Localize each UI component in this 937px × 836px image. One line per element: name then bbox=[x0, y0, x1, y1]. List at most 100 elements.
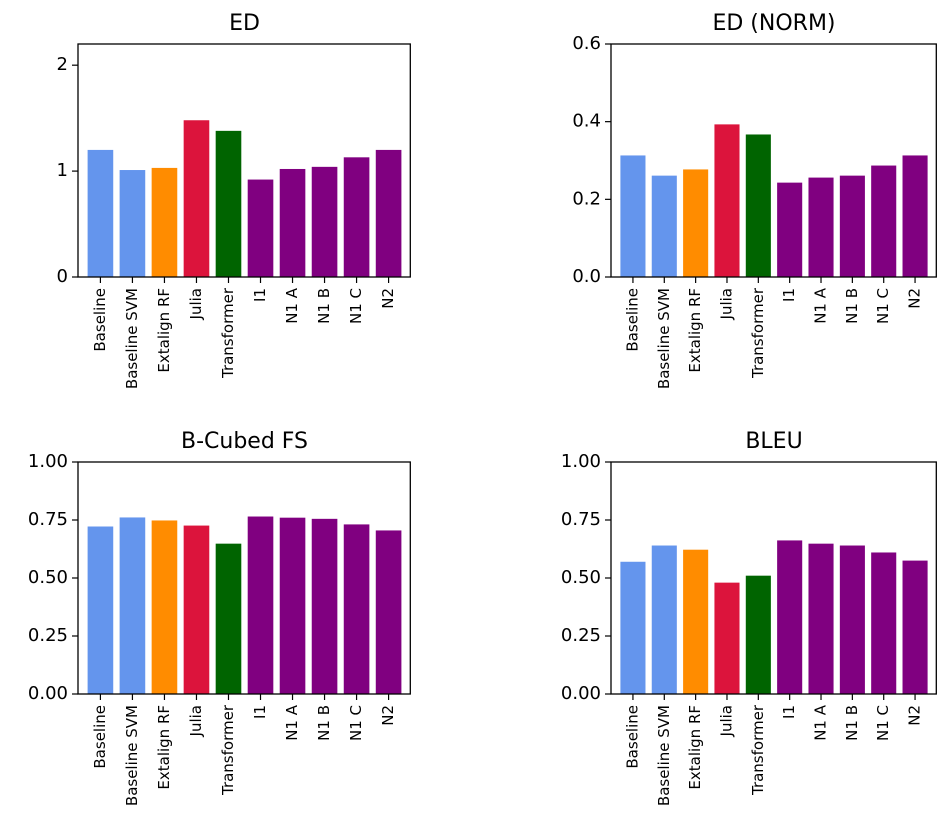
bar-i1 bbox=[777, 182, 803, 277]
x-tick-label: Baseline SVM bbox=[655, 705, 673, 806]
bar-transformer bbox=[745, 134, 771, 277]
x-tick-label: Transformer bbox=[749, 704, 767, 796]
bar-n1-c bbox=[343, 157, 370, 277]
bar-n1-a bbox=[808, 177, 834, 277]
x-tick-label: Baseline bbox=[623, 288, 641, 352]
bar-n1-c bbox=[343, 524, 370, 694]
y-tick-label: 0.4 bbox=[572, 111, 601, 132]
y-tick-label: 0.00 bbox=[561, 683, 601, 704]
bar-baseline bbox=[620, 561, 646, 694]
bar-n1-a bbox=[808, 543, 834, 694]
bar-baseline bbox=[87, 526, 114, 694]
x-tick-label: N1 A bbox=[283, 704, 301, 741]
bar-n1-b bbox=[311, 166, 338, 277]
x-tick-label: Transformer bbox=[219, 287, 237, 379]
bar-n1-c bbox=[871, 552, 897, 694]
axes-frame bbox=[610, 461, 937, 695]
x-tick-label: N1 C bbox=[874, 705, 892, 741]
x-tick-label: Baseline bbox=[91, 705, 109, 769]
bar-i1 bbox=[247, 516, 274, 694]
x-tick-label: I1 bbox=[780, 288, 798, 302]
y-tick-label: 0.0 bbox=[572, 266, 601, 287]
chart-panel-bleu: BLEU Baseline Baseline SVM Extalign RF Julia… bbox=[561, 429, 937, 806]
y-tick-label: 2 bbox=[57, 54, 68, 75]
x-tick-label: N1 B bbox=[315, 288, 333, 324]
bar-transformer bbox=[745, 575, 771, 694]
bar-transformer bbox=[215, 130, 242, 277]
x-tick-label: Julia bbox=[187, 288, 205, 320]
x-tick-label: Baseline SVM bbox=[123, 705, 141, 806]
x-tick-label: N1 C bbox=[347, 288, 365, 324]
x-tick-label: Baseline bbox=[623, 705, 641, 769]
x-tick-label: Transformer bbox=[219, 704, 237, 796]
y-tick-label: 0.2 bbox=[572, 188, 601, 209]
y-tick-label: 0 bbox=[57, 266, 68, 287]
bar-julia bbox=[714, 582, 740, 694]
x-tick-label: N2 bbox=[906, 288, 924, 309]
y-tick-label: 0.50 bbox=[28, 567, 68, 588]
bar-baseline bbox=[87, 149, 114, 277]
x-tick-label: N1 A bbox=[812, 287, 830, 324]
chart-title: B-Cubed FS bbox=[181, 429, 308, 454]
bar-n2 bbox=[375, 149, 402, 277]
bar-n1-a bbox=[279, 517, 306, 694]
bar-baseline-svm bbox=[651, 175, 677, 277]
x-tick-label: N1 B bbox=[315, 705, 333, 741]
y-tick-label: 0.6 bbox=[572, 33, 601, 54]
bar-transformer bbox=[215, 543, 242, 694]
x-tick-label: N2 bbox=[379, 288, 397, 309]
x-tick-label: Extalign RF bbox=[155, 288, 173, 373]
x-tick-label: N2 bbox=[379, 705, 397, 726]
bar-n1-b bbox=[839, 545, 865, 694]
bar-baseline-svm bbox=[119, 170, 146, 277]
bar-julia bbox=[183, 525, 210, 694]
bar-extalign-rf bbox=[683, 549, 709, 694]
chart-panel-ed-norm: ED (NORM) Baseline Baseline SVM Extalign RF… bbox=[572, 11, 937, 389]
x-tick-label: Baseline SVM bbox=[655, 288, 673, 389]
x-tick-label: N1 A bbox=[812, 704, 830, 741]
bar-julia bbox=[714, 124, 740, 277]
x-tick-label: I1 bbox=[251, 288, 269, 302]
bar-n1-b bbox=[839, 175, 865, 277]
x-tick-label: Julia bbox=[187, 705, 205, 737]
x-tick-label: Extalign RF bbox=[686, 705, 704, 790]
y-tick-label: 0.00 bbox=[28, 683, 68, 704]
x-tick-label: N1 A bbox=[283, 287, 301, 324]
axes-frame bbox=[610, 43, 937, 278]
x-tick-label: Julia bbox=[717, 705, 735, 737]
y-tick-label: 1.00 bbox=[28, 451, 68, 472]
chart-title: ED bbox=[229, 11, 260, 36]
chart-title: BLEU bbox=[745, 429, 802, 454]
bar-n1-c bbox=[871, 165, 897, 277]
chart-panel-ed: ED Baseline Baseline SVM Extalign RF Julia Tr… bbox=[57, 11, 411, 389]
x-tick-label: N1 B bbox=[843, 288, 861, 324]
y-tick-label: 0.25 bbox=[28, 625, 68, 646]
bar-extalign-rf bbox=[151, 167, 178, 277]
y-tick-label: 1 bbox=[57, 160, 68, 181]
bar-baseline-svm bbox=[651, 545, 677, 694]
bar-julia bbox=[183, 120, 210, 277]
x-tick-label: N1 C bbox=[874, 288, 892, 324]
bar-n2 bbox=[902, 155, 928, 277]
x-tick-label: Extalign RF bbox=[686, 288, 704, 373]
x-tick-label: I1 bbox=[780, 705, 798, 719]
x-tick-label: Baseline bbox=[91, 288, 109, 352]
bar-i1 bbox=[777, 540, 803, 694]
bar-extalign-rf bbox=[151, 520, 178, 694]
axes-frame bbox=[77, 461, 411, 695]
bar-n1-a bbox=[279, 168, 306, 277]
y-tick-label: 1.00 bbox=[561, 451, 601, 472]
x-tick-label: Julia bbox=[717, 288, 735, 320]
bar-n2 bbox=[902, 560, 928, 694]
bar-baseline bbox=[620, 155, 646, 277]
chart-title: ED (NORM) bbox=[712, 11, 835, 36]
bar-n1-b bbox=[311, 518, 338, 694]
bar-n2 bbox=[375, 530, 402, 694]
bar-baseline-svm bbox=[119, 517, 146, 694]
bar-extalign-rf bbox=[683, 169, 709, 277]
y-tick-label: 0.75 bbox=[561, 509, 601, 530]
bar-i1 bbox=[247, 179, 274, 277]
x-tick-label: Extalign RF bbox=[155, 705, 173, 790]
y-tick-label: 0.75 bbox=[28, 509, 68, 530]
